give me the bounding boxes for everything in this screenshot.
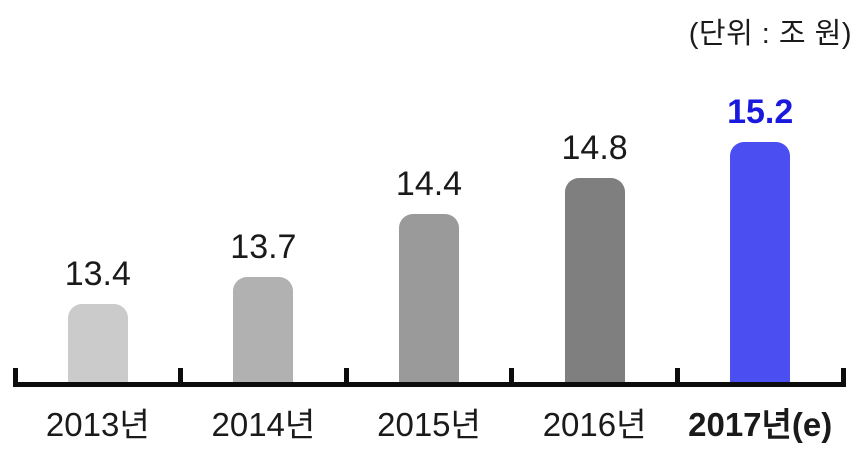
x-axis-label: 2013년 [45, 406, 150, 443]
axis-tick [840, 368, 846, 387]
axis-tick [178, 368, 184, 387]
bar-value-label: 14.8 [561, 129, 628, 167]
x-axis-label: 2017년(e) [688, 406, 833, 443]
unit-label: (단위 : 조 원) [688, 18, 852, 50]
axis-tick [674, 368, 680, 387]
bar-value-label: 15.2 [727, 93, 794, 131]
bar [730, 142, 791, 385]
axis-tick [509, 368, 515, 387]
axis-tick [12, 368, 18, 387]
bar [399, 214, 459, 385]
x-axis-line [13, 382, 843, 387]
bar [564, 178, 625, 385]
x-axis-label: 2016년 [542, 406, 647, 443]
bar-value-label: 14.4 [395, 165, 463, 203]
bar [233, 277, 294, 385]
x-axis-label: 2015년 [377, 406, 481, 443]
axis-tick [343, 368, 349, 387]
bar-value-label: 13.7 [230, 228, 297, 266]
bar [67, 304, 128, 385]
bar-value-label: 13.4 [64, 255, 131, 293]
x-axis-label: 2014년 [211, 406, 316, 443]
